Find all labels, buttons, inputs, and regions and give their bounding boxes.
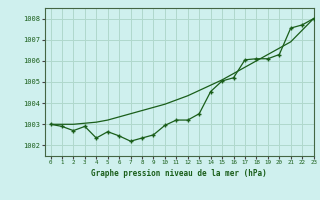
X-axis label: Graphe pression niveau de la mer (hPa): Graphe pression niveau de la mer (hPa)	[91, 169, 267, 178]
